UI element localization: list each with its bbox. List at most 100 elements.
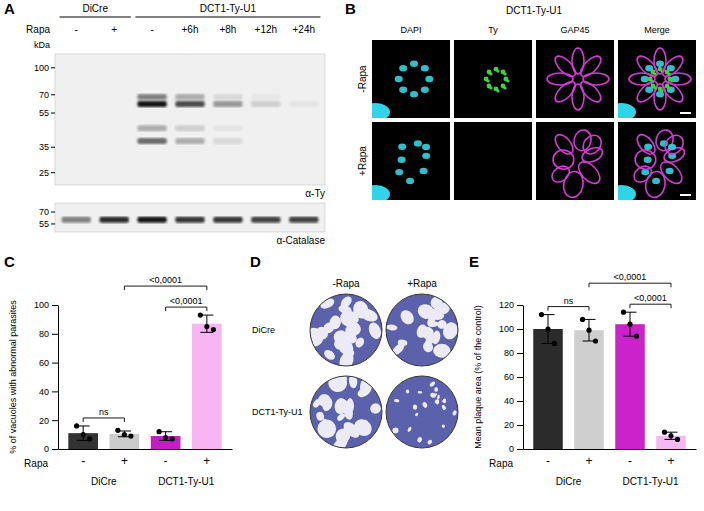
marker-label: 25 [39,168,49,178]
pellicle-outline [549,163,573,186]
plaque [397,339,408,347]
y-tick-label: 120 [499,300,514,310]
ty-signal [489,72,492,75]
significance-bracket [166,307,207,311]
pellicle-outline [577,53,604,80]
plaque [433,344,451,358]
pellicle-outline [654,84,666,110]
ty-signal [660,89,663,92]
micrograph [454,122,532,200]
nucleus [671,76,679,82]
panel-a: ADiCreDCT1-Ty-U1Rapa-+-+6h+8h+12h+24hkDa… [4,0,325,246]
x-row-label: Rapa [489,458,513,469]
data-point [580,317,585,322]
plaque [443,398,446,401]
y-tick-label: 80 [504,348,514,358]
blot-band [213,138,242,144]
y-axis-line [58,306,59,450]
group-label: DiCre [91,476,117,487]
nucleus [406,178,414,184]
significance-label: <0,0001 [614,272,647,282]
micrograph [618,122,696,200]
nucleus [395,76,403,82]
y-tick-label: 80 [39,329,49,339]
plaque [407,426,412,432]
row-label: Rapa [26,24,50,35]
plaque [321,396,334,412]
column-label: -Rapa [332,278,360,289]
data-point [211,327,216,332]
ty-signal [487,79,490,82]
blot-band [175,101,204,107]
marker-label: 70 [39,207,49,217]
data-point [621,310,626,315]
data-point [74,423,79,428]
plaque [338,399,349,408]
micrograph [372,122,450,200]
nucleus [410,61,418,67]
nucleus [398,157,406,163]
data-point [156,429,161,434]
lane-label: - [150,24,153,35]
plaque [358,306,379,324]
plaque [346,398,355,413]
plaque [369,402,383,415]
pellicle-outline [665,73,691,85]
data-point [81,432,86,437]
plaque [405,389,410,394]
data-point [593,338,598,343]
y-tick-label: 0 [509,444,514,454]
blot-band [137,94,166,100]
column-label: GAP45 [560,25,589,35]
lane-label: +6h [182,24,199,35]
y-axis-title: Mean plaque area (% of the control) [473,305,483,449]
marker-label: 55 [39,219,49,229]
ty-signal [651,79,654,82]
well [386,294,461,366]
well [302,294,383,372]
micrograph [618,40,696,118]
panel-letter: B [345,0,356,17]
well-rim [386,294,458,366]
blot-band [289,101,318,107]
nucleus [667,87,675,93]
y-tick-mark [517,425,523,426]
y-tick-mark [517,353,523,354]
data-point [204,324,209,329]
y-tick: 120 [499,300,523,310]
y-tick: 100 [499,324,523,334]
pellicle-outline [552,78,579,105]
x-tick: + [121,449,128,468]
plaque [434,398,440,404]
nucleus [399,65,407,71]
ty-signal [503,72,506,75]
x-tick: - [546,449,550,468]
y-tick-mark [52,334,58,335]
y-tick: 20 [504,420,523,430]
group-line [135,17,320,18]
pellicle-outline [579,132,604,158]
significance-label: ns [99,407,109,417]
x-tick: + [585,449,592,468]
plaque [356,387,369,399]
pellicle-outline [629,73,655,85]
plaque [434,387,438,392]
nucleus [656,61,664,67]
y-tick-label: 40 [504,396,514,406]
pellicle-outline [654,48,666,74]
data-point [668,433,673,438]
nucleus [420,168,428,174]
host-nucleus [372,185,390,200]
lane-label: +24h [292,24,315,35]
panel-letter: D [250,253,261,270]
y-tick: 0 [44,444,58,454]
y-tick-mark [52,449,58,450]
nucleus [422,144,430,150]
x-tick-label: - [546,454,550,468]
ty-signal [496,89,499,92]
pellicle-outline [634,131,658,157]
marker-tick [51,212,55,213]
plaque [436,399,440,404]
plaque [437,394,441,399]
plaque [436,319,448,330]
